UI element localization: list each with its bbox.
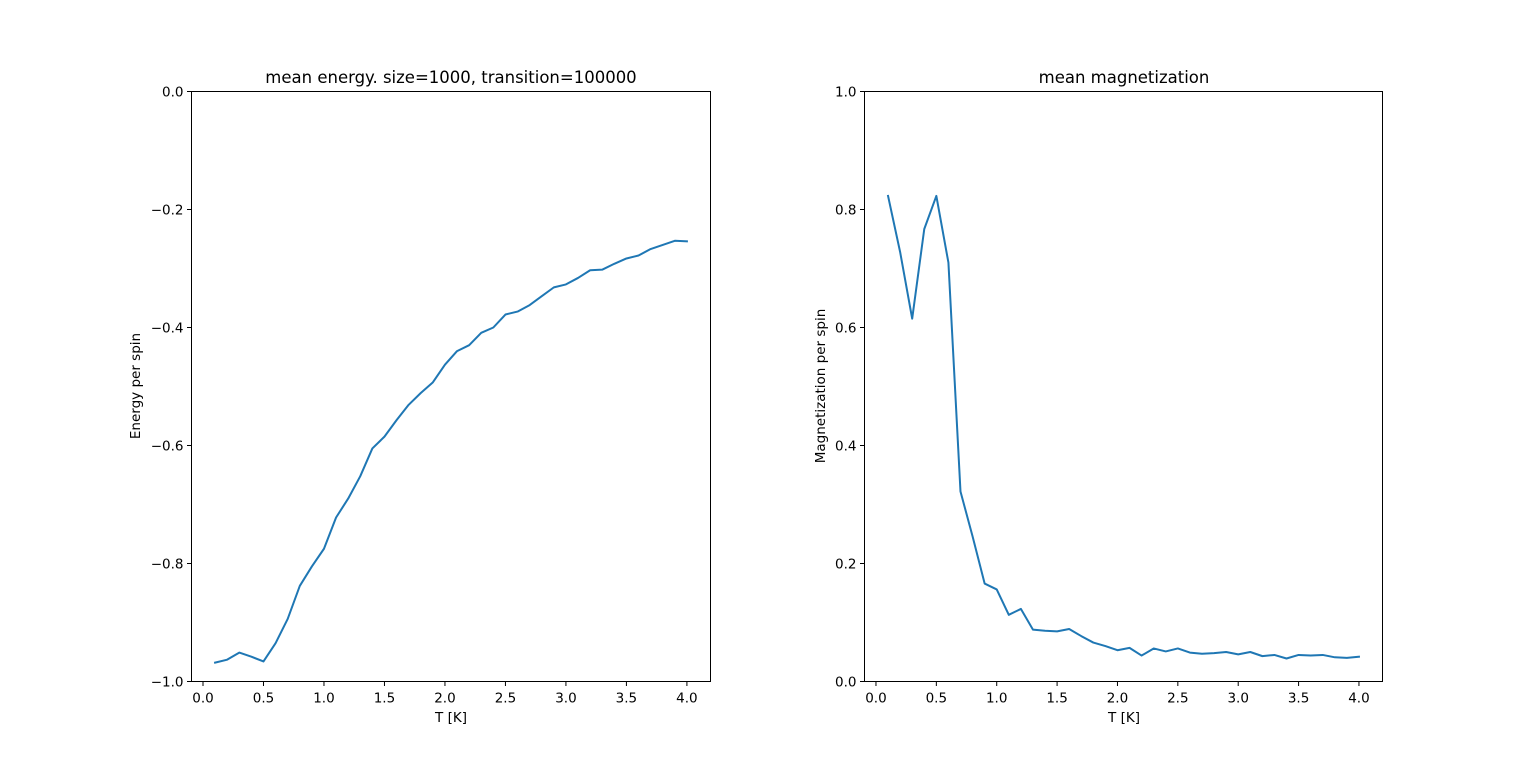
magnetization-y-tick-label: 0.0 [835, 675, 856, 691]
energy-y-tick-label: −0.4 [151, 321, 184, 337]
magnetization-y-ticks: 0.0 0.2 0.4 0.6 0.8 1.0 [835, 85, 865, 691]
energy-y-ticks: −1.0 −0.8 −0.6 −0.4 −0.2 0.0 [151, 85, 192, 691]
energy-axes-frame [191, 91, 711, 682]
magnetization-x-tick-label: 2.0 [1107, 691, 1128, 707]
magnetization-x-tick-label: 1.5 [1046, 691, 1067, 707]
energy-x-axis-label: T [K] [434, 710, 467, 726]
energy-y-tick-label: −0.6 [151, 439, 184, 455]
magnetization-y-tick-label: 0.4 [835, 439, 856, 455]
magnetization-chart-title: mean magnetization [1039, 68, 1210, 87]
energy-x-tick-label: 2.0 [434, 691, 455, 707]
energy-chart: mean energy. size=1000, transition=10000… [128, 68, 711, 726]
magnetization-y-tick-label: 1.0 [835, 85, 856, 101]
energy-y-axis-label: Energy per spin [128, 333, 144, 439]
magnetization-chart: mean magnetization 0.0 0.2 0.4 0.6 0.8 1.0 0.… [813, 68, 1383, 726]
magnetization-x-tick-label: 3.0 [1227, 691, 1248, 707]
magnetization-series-line [886, 194, 1361, 660]
magnetization-y-axis-label: Magnetization per spin [813, 309, 829, 464]
magnetization-y-tick-label: 0.8 [835, 203, 856, 219]
energy-x-tick-label: 3.5 [616, 691, 637, 707]
magnetization-x-tick-label: 0.0 [865, 691, 886, 707]
magnetization-x-tick-label: 3.5 [1288, 691, 1309, 707]
energy-x-tick-label: 2.5 [495, 691, 516, 707]
magnetization-x-ticks: 0.0 0.5 1.0 1.5 2.0 2.5 3.0 3.5 4.0 [865, 681, 1370, 707]
energy-x-ticks: 0.0 0.5 1.0 1.5 2.0 2.5 3.0 3.5 4.0 [192, 681, 698, 707]
energy-y-tick-label: 0.0 [162, 85, 183, 101]
magnetization-x-tick-label: 2.5 [1167, 691, 1188, 707]
energy-x-tick-label: 0.0 [192, 691, 213, 707]
energy-y-tick-label: −0.8 [151, 557, 184, 573]
magnetization-x-tick-label: 4.0 [1348, 691, 1369, 707]
energy-x-tick-label: 1.0 [313, 691, 334, 707]
magnetization-x-tick-label: 0.5 [926, 691, 947, 707]
energy-series-line [213, 239, 688, 664]
magnetization-y-tick-label: 0.2 [835, 557, 856, 573]
energy-y-tick-label: −1.0 [151, 675, 184, 691]
energy-chart-title: mean energy. size=1000, transition=10000… [265, 68, 636, 87]
energy-x-tick-label: 4.0 [676, 691, 697, 707]
magnetization-x-axis-label: T [K] [1107, 710, 1140, 726]
magnetization-x-tick-label: 1.0 [986, 691, 1007, 707]
energy-x-tick-label: 1.5 [374, 691, 395, 707]
energy-x-tick-label: 3.0 [555, 691, 576, 707]
energy-x-tick-label: 0.5 [253, 691, 274, 707]
magnetization-axes-frame [864, 91, 1383, 682]
energy-y-tick-label: −0.2 [151, 203, 184, 219]
magnetization-y-tick-label: 0.6 [835, 321, 856, 337]
